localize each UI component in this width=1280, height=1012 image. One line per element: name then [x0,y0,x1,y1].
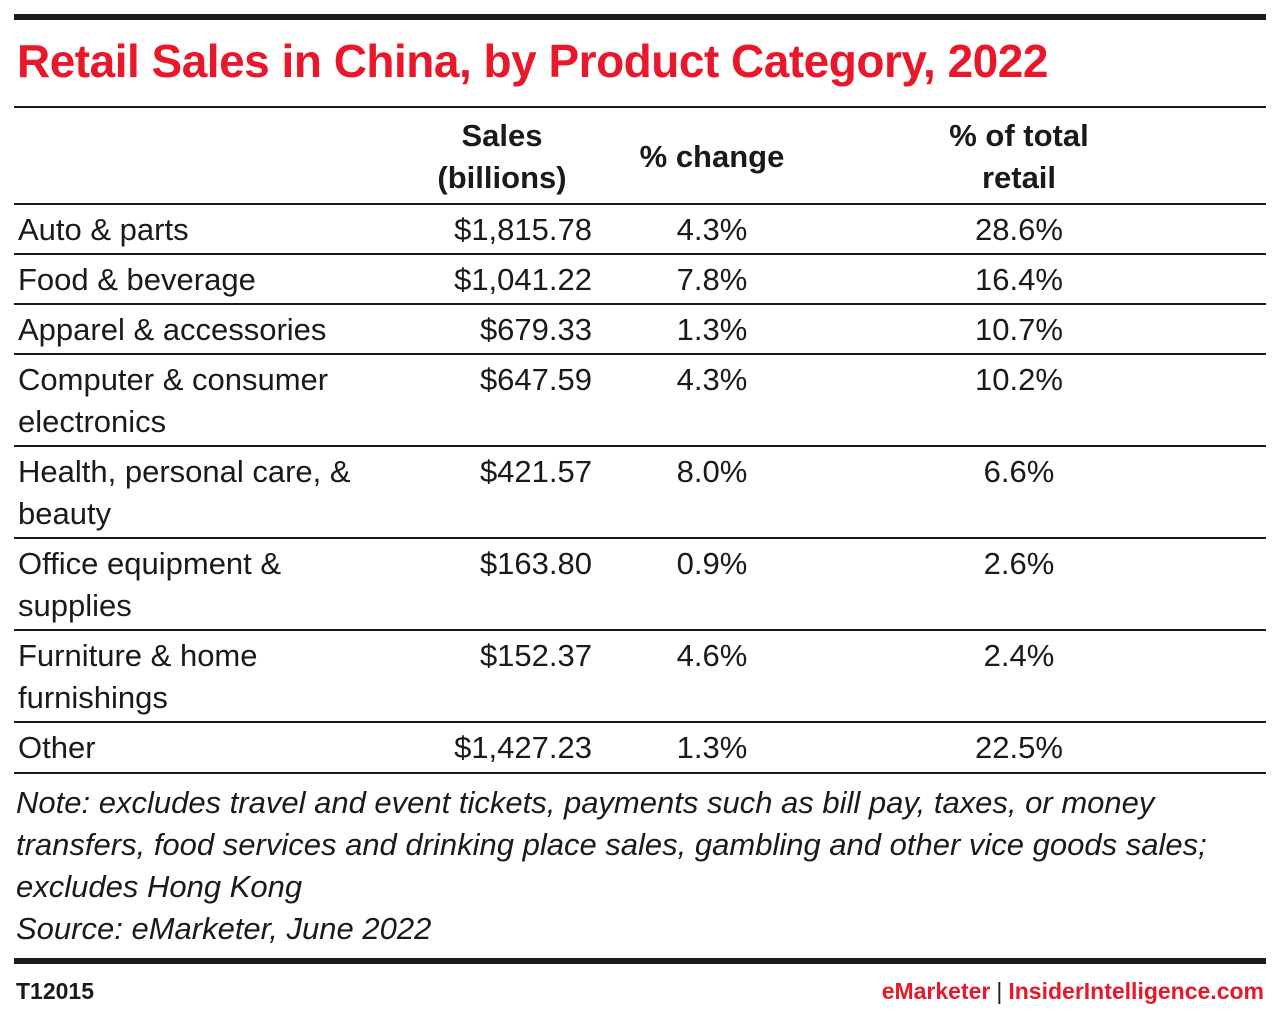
change-cell: 0.9% [676,546,748,581]
bottom-rule [14,958,1266,964]
row-spacer [1206,304,1266,354]
row-spacer [1206,722,1266,772]
change-cell: 1.3% [676,312,748,347]
header-row: Sales (billions) % change % of total ret… [14,108,1266,204]
chart-container: Retail Sales in China, by Product Catego… [14,14,1266,1012]
brand-separator: | [996,978,1003,1004]
note-text: Note: excludes travel and event tickets,… [16,785,1207,904]
sales-cell: $421.57 [479,454,592,489]
share-cell: 10.2% [975,362,1063,397]
brand-credit: eMarketer | InsiderIntelligence.com [882,978,1264,1005]
category-cell: Other [18,730,96,765]
notes-block: Note: excludes travel and event tickets,… [14,772,1266,952]
share-cell: 6.6% [983,454,1055,489]
header-sales-line1: Sales [461,117,543,153]
change-cell: 8.0% [676,454,748,489]
sales-cell: $679.33 [479,312,592,347]
change-cell: 4.3% [676,362,748,397]
sales-cell: $1,815.78 [454,212,592,247]
table-row: Apparel & accessories $679.33 1.3% 10.7% [14,304,1266,354]
category-cell: Computer & consumer electronics [18,362,329,439]
title-rule [14,106,1266,108]
sales-cell: $1,041.22 [454,262,592,297]
chart-title: Retail Sales in China, by Product Catego… [17,35,1048,87]
share-cell: 28.6% [975,212,1063,247]
share-cell: 22.5% [975,730,1063,765]
table-row: Auto & parts $1,815.78 4.3% 28.6% [14,204,1266,254]
category-cell: Food & beverage [18,262,256,297]
table-row: Health, personal care, & beauty $421.57 8.… [14,446,1266,538]
category-cell: Office equipment & supplies [18,546,282,623]
footer: T12015 eMarketer | InsiderIntelligence.com [14,972,1266,1012]
change-cell: 1.3% [676,730,748,765]
header-sales-line2: (billions) [437,159,567,195]
category-cell: Health, personal care, & beauty [18,454,351,531]
header-share-line1: % of total [949,117,1089,153]
header-category [14,108,412,204]
share-cell: 2.6% [983,546,1055,581]
header-spacer [1206,108,1266,204]
header-sales: Sales (billions) [412,108,592,204]
table-row: Computer & consumer electronics $647.59 4.… [14,354,1266,446]
header-change: % change [639,138,785,174]
header-share-line2: retail [981,159,1057,195]
header-share: % of total retail [832,108,1206,204]
source-text: Source: eMarketer, June 2022 [16,911,432,946]
category-cell: Furniture & home furnishings [18,638,258,715]
table-row: Food & beverage $1,041.22 7.8% 16.4% [14,254,1266,304]
row-spacer [1206,354,1266,446]
table-row: Furniture & home furnishings $152.37 4.6% 2… [14,630,1266,722]
change-cell: 4.3% [676,212,748,247]
share-cell: 10.7% [975,312,1063,347]
row-spacer [1206,204,1266,254]
change-cell: 4.6% [676,638,748,673]
table-body: Auto & parts $1,815.78 4.3% 28.6% Food & bev… [14,204,1266,772]
brand-emarketer: eMarketer [881,978,991,1004]
row-spacer [1206,538,1266,630]
sales-cell: $647.59 [479,362,592,397]
table-row: Other $1,427.23 1.3% 22.5% [14,722,1266,772]
top-rule [14,14,1266,20]
sales-cell: $163.80 [479,546,592,581]
row-spacer [1206,254,1266,304]
change-cell: 7.8% [676,262,748,297]
sales-cell: $1,427.23 [454,730,592,765]
category-cell: Auto & parts [18,212,189,247]
category-cell: Apparel & accessories [18,312,327,347]
sales-cell: $152.37 [479,638,592,673]
table-row: Office equipment & supplies $163.80 0.9% 2.… [14,538,1266,630]
row-spacer [1206,446,1266,538]
row-spacer [1206,630,1266,722]
share-cell: 16.4% [975,262,1063,297]
share-cell: 2.4% [983,638,1055,673]
chart-id: T12015 [16,978,95,1004]
brand-site[interactable]: InsiderIntelligence.com [1008,978,1264,1004]
data-table: Sales (billions) % change % of total ret… [14,108,1266,772]
